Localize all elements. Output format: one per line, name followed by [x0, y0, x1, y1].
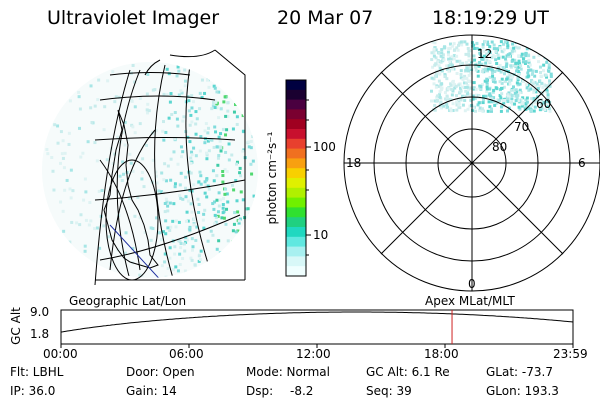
colorbar-tick-10: 10	[313, 228, 329, 242]
mlt-label-12: 12	[477, 47, 493, 61]
colorbar-band	[286, 80, 306, 91]
glat-info: GLat: -73.7	[486, 365, 553, 379]
altitude-xtick-1200: 12:00	[296, 347, 331, 361]
instrument-title: Ultraviolet Imager	[47, 7, 220, 29]
mlt-label-0: 0	[468, 277, 476, 291]
gc-alt-info: GC Alt: 6.1 Re	[366, 365, 450, 379]
colorbar-band	[286, 266, 306, 277]
colorbar-band	[286, 256, 306, 267]
time-label: 18:19:29 UT	[432, 7, 549, 29]
dsp-info-label: Dsp:	[246, 384, 274, 398]
mlt-label-18: 18	[346, 156, 362, 170]
gain-info: Gain: 14	[126, 384, 177, 398]
colorbar-band	[286, 138, 306, 150]
apex-caption: Apex MLat/MLT	[425, 294, 515, 308]
colorbar-band	[286, 236, 306, 248]
colorbar-band	[286, 187, 306, 199]
colorbar-band	[286, 109, 306, 120]
seq-info: Seq: 39	[366, 384, 412, 398]
filter-info: Flt: LBHL	[10, 365, 64, 379]
colorbar-band	[286, 89, 306, 101]
color-scale-bar	[286, 80, 306, 277]
colorbar-band	[286, 217, 306, 228]
colorbar-band	[286, 207, 306, 218]
colorbar-band	[286, 158, 306, 169]
colorbar-band	[286, 99, 306, 110]
polar-image	[343, 34, 600, 292]
mlat-label-80: 80	[492, 140, 508, 154]
geographic-image	[42, 49, 258, 286]
altitude-ylabel: GC Alt	[9, 307, 23, 345]
colorbar-band	[286, 227, 306, 238]
altitude-xtick-2359: 23:59	[553, 347, 588, 361]
colorbar-band	[286, 148, 306, 159]
geographic-caption: Geographic Lat/Lon	[69, 294, 187, 308]
door-info: Door: Open	[126, 365, 195, 379]
colorbar-band	[286, 246, 306, 257]
altitude-xtick-0600: 06:00	[169, 347, 204, 361]
altitude-ytick-min: 1.8	[30, 327, 50, 341]
mode-info: Mode: Normal	[246, 365, 330, 379]
colorbar-band	[286, 168, 306, 179]
altitude-plot	[60, 309, 574, 348]
colorbar-tick-100: 100	[313, 140, 336, 154]
colorbar-unit-label: photon cm⁻²s⁻¹	[265, 131, 279, 225]
date-label: 20 Mar 07	[277, 7, 374, 29]
dsp-info-value: -8.2	[290, 384, 314, 398]
colorbar-band	[286, 178, 306, 189]
colorbar-band	[286, 119, 306, 130]
ip-info: IP: 36.0	[10, 384, 56, 398]
glon-info: GLon: 193.3	[486, 384, 559, 398]
altitude-ytick-max: 9.0	[30, 305, 50, 319]
mlt-label-6: 6	[578, 156, 586, 170]
colorbar-band	[286, 197, 306, 208]
mlat-label-60: 60	[536, 97, 552, 111]
mlat-label-70: 70	[514, 120, 530, 134]
altitude-xtick-1800: 18:00	[424, 347, 459, 361]
altitude-xtick-0000: 00:00	[43, 347, 78, 361]
colorbar-band	[286, 129, 306, 140]
